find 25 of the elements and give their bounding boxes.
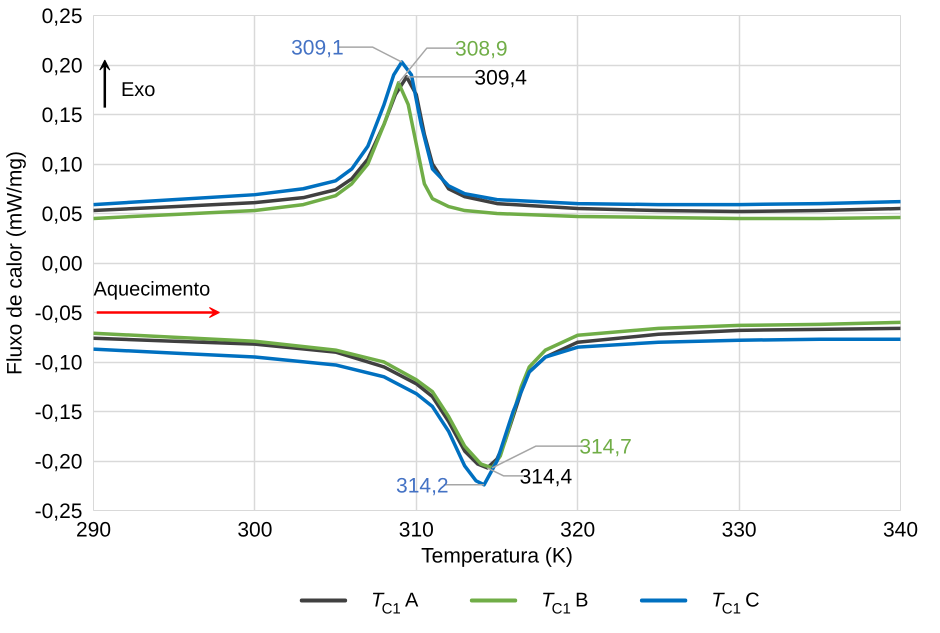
y-tick-label: -0,15 [34, 401, 83, 424]
y-tick-label: 0,00 [42, 252, 83, 276]
x-tick-label: 320 [560, 518, 596, 542]
annotation: Aquecimento [94, 278, 210, 301]
x-tick-label: 340 [882, 518, 918, 542]
annotation: 309,4 [474, 66, 528, 90]
y-tick-label: 0,25 [42, 5, 83, 28]
x-tick-label: 330 [722, 518, 757, 542]
annotation: 308,9 [455, 38, 508, 61]
y-tick-label: 0,20 [42, 54, 83, 78]
annotation: 314,4 [520, 465, 572, 488]
x-axis-title: Temperatura (K) [421, 544, 573, 568]
x-tick-label: 300 [237, 518, 272, 542]
annotation: Exo [120, 78, 156, 101]
y-tick-label: 0,10 [42, 154, 83, 176]
y-tick-label: 0,05 [42, 203, 83, 226]
y-tick-label: 0,15 [42, 104, 83, 127]
y-axis-title: Fluxo de calor (mW/mg) [4, 150, 27, 376]
annotation: 314,7 [579, 436, 632, 459]
y-tick-label: -0,10 [34, 352, 83, 374]
y-tick-label: -0,05 [34, 302, 83, 325]
annotation: 314,2 [396, 474, 449, 498]
y-tick-label: -0,20 [34, 450, 83, 474]
annotation: 309,1 [291, 36, 344, 60]
x-tick-label: 310 [398, 518, 434, 542]
